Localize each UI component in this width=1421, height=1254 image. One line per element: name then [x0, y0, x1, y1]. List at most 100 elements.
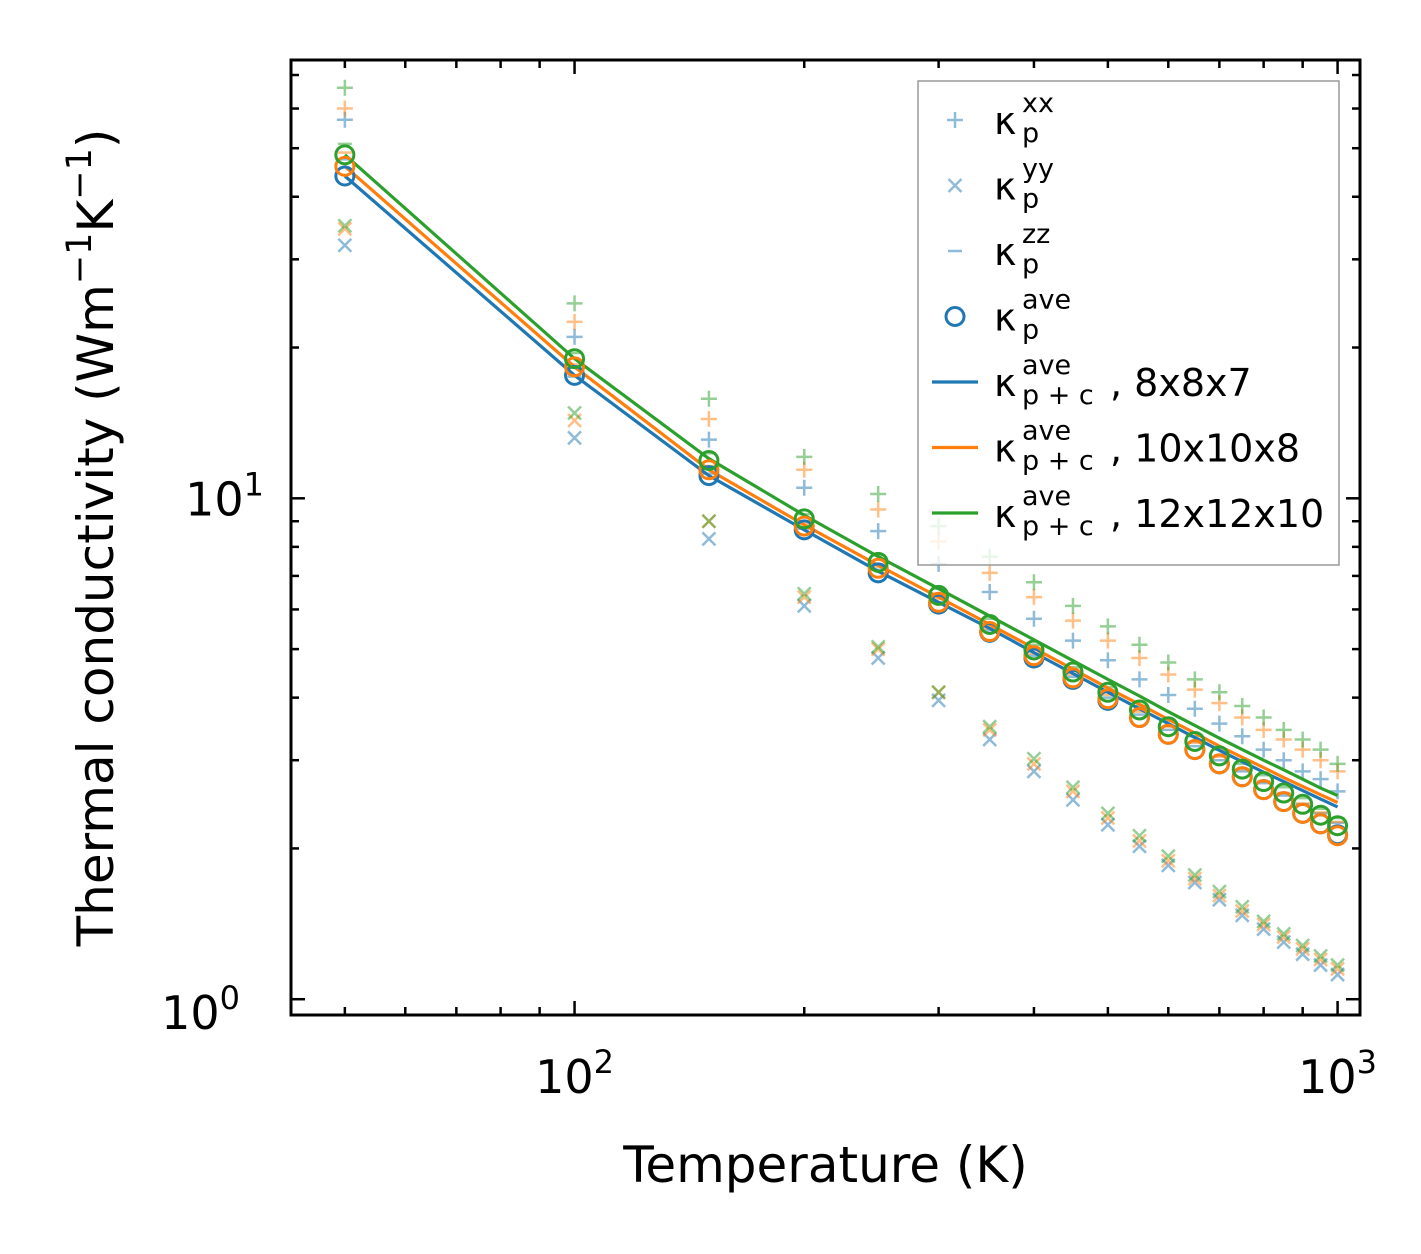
- kave-point: [1023, 645, 1045, 667]
- kyy-point: [1211, 884, 1227, 899]
- kxx-point: [870, 486, 887, 503]
- kave-point: [867, 557, 889, 579]
- legend-label: κ zz p: [994, 219, 1050, 280]
- kxx-point: [1131, 671, 1148, 688]
- kyy-point: [1234, 903, 1250, 919]
- kxx-point: [566, 313, 583, 330]
- x-tick-label-1000: 103: [1298, 1043, 1377, 1104]
- legend-circle-swatch: [944, 306, 966, 327]
- kxx-point: [1160, 686, 1177, 703]
- kyy-point: [1330, 961, 1345, 977]
- y-axis-label: Thermal conductivity (Wm−1K−1): [60, 129, 125, 948]
- kxx-point: [1312, 741, 1329, 758]
- kyy-point: [1065, 779, 1081, 795]
- axes-frame: [289, 58, 1362, 1017]
- kave-point: [1097, 688, 1119, 710]
- line-p-plus-c-10x10x8: [343, 165, 1339, 804]
- kxx-point: [1064, 597, 1081, 614]
- kxx-point: [1234, 697, 1251, 714]
- kyy-point: [1256, 914, 1272, 929]
- kave-point: [1184, 739, 1206, 761]
- kyy-point: [701, 513, 717, 529]
- kave-point: [334, 155, 356, 177]
- legend-entry: κ ave p + c, 12x12x10: [932, 481, 1324, 542]
- kave-point: [1231, 766, 1253, 788]
- kxx-point: [1255, 741, 1272, 758]
- kxx-point: [700, 431, 717, 448]
- kxx-point: [1099, 632, 1116, 649]
- kyy-point: [1100, 817, 1116, 833]
- kave-point: [564, 348, 586, 370]
- major-ticks: [291, 60, 1360, 1015]
- y-tick-label-10: 101: [185, 465, 264, 526]
- kxx-point: [1329, 755, 1346, 772]
- kave-point: [1062, 667, 1084, 689]
- kave-point: [1253, 779, 1275, 801]
- line-p-plus-c-8x8x7: [343, 174, 1339, 809]
- kxx-point: [1211, 715, 1228, 732]
- kxx-point: [1186, 700, 1203, 717]
- series-10x10x8-average: [334, 155, 1349, 847]
- kyy-point: [796, 589, 812, 605]
- kave-point: [698, 449, 720, 471]
- kave-point: [1231, 758, 1253, 780]
- kyy-point: [1100, 810, 1116, 826]
- kave-point: [793, 508, 815, 530]
- kyy-point: [1132, 838, 1147, 854]
- kxx-point: [981, 584, 998, 601]
- kave-point: [979, 613, 1001, 635]
- kxx-point: [1131, 636, 1148, 653]
- kyy-point: [1313, 948, 1328, 964]
- kave-point: [334, 144, 356, 166]
- kxx-point: [1025, 589, 1042, 606]
- kxx-point: [1211, 684, 1228, 701]
- legend-x-swatch: [947, 178, 963, 193]
- kyy-point: [1276, 926, 1292, 942]
- kyy-point: [1132, 828, 1147, 844]
- kxx-point: [336, 79, 353, 96]
- kyy-point: [701, 531, 717, 547]
- legend-box: [917, 80, 1340, 566]
- kxx-point: [796, 448, 813, 465]
- legend-entry: κ yy p: [947, 154, 1054, 215]
- kyy-point: [1295, 938, 1311, 953]
- kyy-point: [337, 221, 353, 237]
- kxx-point: [1275, 752, 1292, 769]
- legend-plus-swatch: [947, 112, 963, 128]
- kxx-point: [1160, 654, 1177, 671]
- kave-point: [1184, 730, 1206, 752]
- line-p-plus-c-12x12x10: [343, 153, 1339, 798]
- kxx-point: [700, 390, 717, 407]
- legend-label: κ ave p + c, 10x10x8: [994, 416, 1300, 477]
- kave-point: [1292, 793, 1314, 815]
- x-axis-label: Temperature (K): [622, 1136, 1027, 1194]
- kave-point: [1327, 825, 1349, 847]
- kyy-point: [337, 237, 353, 253]
- kxx-point: [1312, 771, 1329, 788]
- kxx-point: [1064, 632, 1081, 649]
- kave-point: [334, 165, 356, 187]
- kxx-point: [1025, 574, 1042, 591]
- kyy-point: [567, 430, 582, 446]
- kyy-point: [982, 719, 998, 735]
- kyy-point: [870, 639, 886, 655]
- kave-point: [928, 584, 950, 606]
- kyy-point: [1187, 871, 1203, 887]
- plot-area: [334, 79, 1349, 982]
- kxx-point: [981, 564, 998, 581]
- kxx-point: [566, 295, 583, 312]
- kave-point: [1023, 639, 1045, 661]
- legend-entry: κ ave p + c, 10x10x8: [932, 416, 1300, 477]
- kave-point: [698, 465, 720, 487]
- kave-point: [867, 551, 889, 573]
- kxx-point: [870, 523, 887, 540]
- kave-point: [564, 356, 586, 378]
- kxx-point: [1275, 721, 1292, 738]
- kxx-point: [1025, 610, 1042, 627]
- kxx-point: [1186, 671, 1203, 688]
- kyy-point: [1187, 867, 1203, 883]
- kyy-point: [1211, 888, 1227, 903]
- legend-label: κ ave p + c, 8x8x7: [994, 350, 1252, 411]
- kave-point: [1273, 782, 1295, 804]
